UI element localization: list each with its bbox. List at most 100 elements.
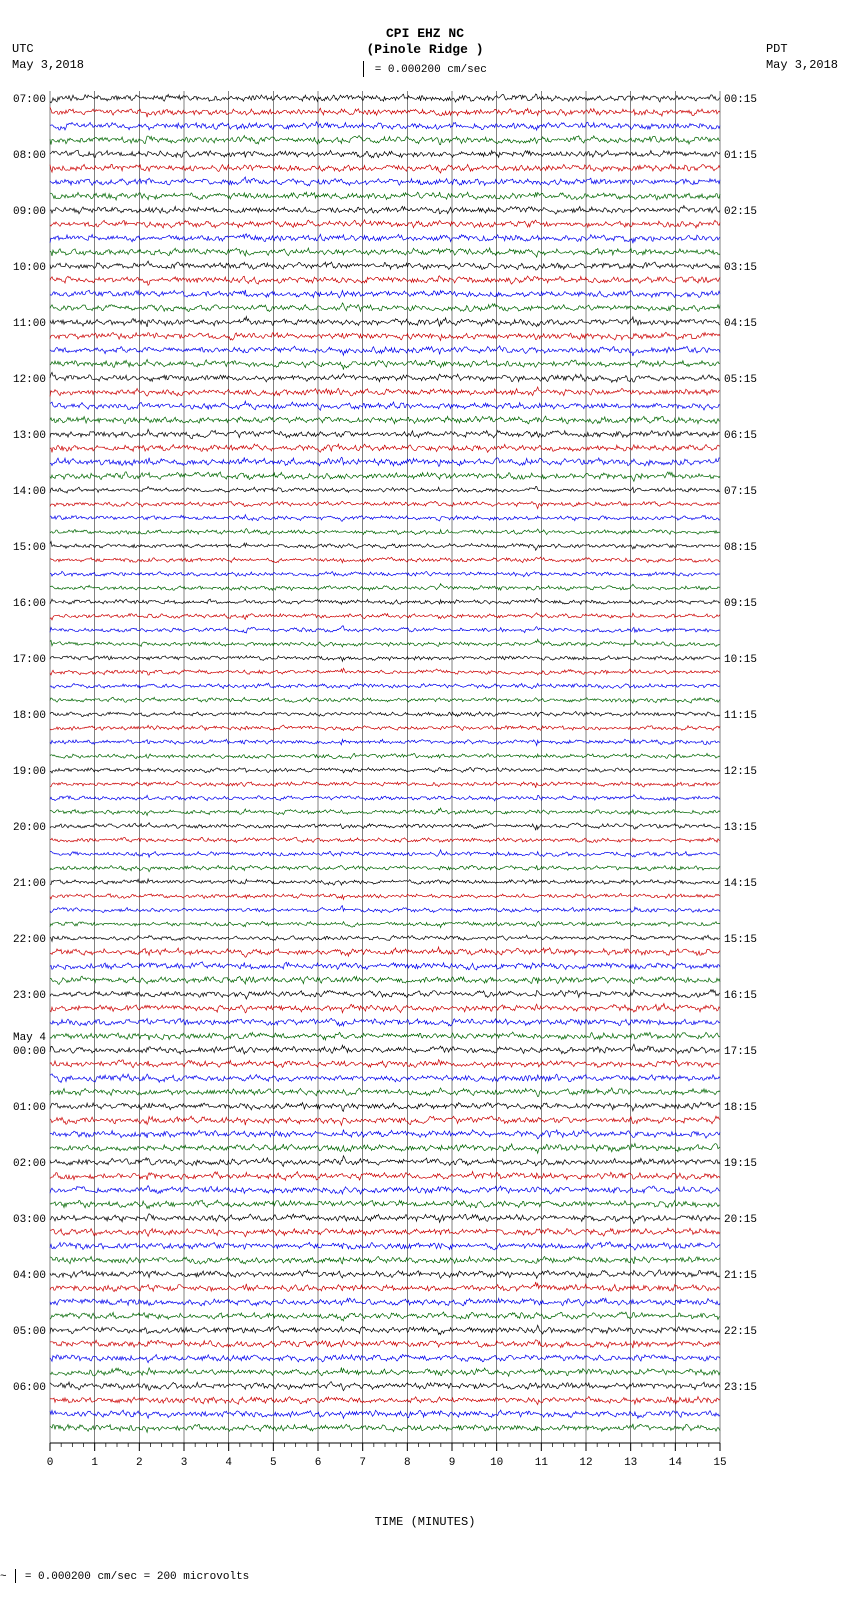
- seismic-trace: [50, 136, 720, 145]
- pdt-hour-label: 08:15: [724, 542, 757, 554]
- tz-left-block: UTC May 3,2018: [12, 42, 84, 73]
- utc-hour-label: 16:00: [13, 598, 46, 610]
- utc-hour-label: 20:00: [13, 822, 46, 834]
- seismic-trace: [50, 515, 720, 521]
- seismic-trace: [50, 1340, 720, 1348]
- xaxis-tick-label: 14: [669, 1457, 683, 1469]
- utc-hour-label: 11:00: [13, 318, 46, 330]
- seismic-trace: [50, 557, 720, 563]
- tz-right-tz: PDT: [766, 42, 838, 58]
- pdt-hour-label: 15:15: [724, 934, 757, 946]
- pdt-hour-label: 17:15: [724, 1046, 757, 1058]
- pdt-hour-label: 02:15: [724, 206, 757, 218]
- seismic-trace: [50, 360, 720, 370]
- xaxis-tick-label: 3: [181, 1457, 188, 1469]
- xaxis-tick-label: 5: [270, 1457, 277, 1469]
- seismic-trace: [50, 823, 720, 831]
- seismic-trace: [50, 332, 720, 340]
- seismic-trace: [50, 220, 720, 228]
- seismic-trace: [50, 795, 720, 801]
- utc-hour-label: 03:00: [13, 1214, 46, 1226]
- seismic-trace: [50, 317, 720, 327]
- seismic-trace: [50, 1214, 720, 1224]
- xaxis-tick-label: 15: [713, 1457, 726, 1469]
- seismic-trace: [50, 1074, 720, 1083]
- seismic-trace: [50, 387, 720, 396]
- xaxis-tick-label: 2: [136, 1457, 143, 1469]
- seismic-trace: [50, 1270, 720, 1279]
- utc-hour-label: 07:00: [13, 94, 46, 106]
- xaxis-tick-label: 4: [225, 1457, 232, 1469]
- footer-glyph: ~: [0, 1571, 7, 1583]
- utc-hour-label: 19:00: [13, 766, 46, 778]
- seismic-trace: [50, 1044, 720, 1054]
- seismic-trace: [50, 472, 720, 482]
- utc-hour-label: 05:00: [13, 1326, 46, 1338]
- seismic-trace: [50, 165, 720, 174]
- station-code: CPI EHZ NC: [0, 26, 850, 42]
- utc-hour-label: 06:00: [13, 1382, 46, 1394]
- seismic-trace: [50, 1424, 720, 1433]
- seismic-trace: [50, 1200, 720, 1208]
- utc-hour-label: 13:00: [13, 430, 46, 442]
- utc-hour-label: 04:00: [13, 1270, 46, 1282]
- tz-right-date: May 3,2018: [766, 58, 838, 74]
- seismic-trace: [50, 626, 720, 633]
- seismic-trace: [50, 947, 720, 957]
- xaxis-tick-label: 12: [579, 1457, 592, 1469]
- pdt-hour-label: 22:15: [724, 1326, 757, 1338]
- seismic-trace: [50, 906, 720, 913]
- xaxis-tick-label: 11: [535, 1457, 549, 1469]
- seismic-trace: [50, 501, 720, 508]
- seismic-trace: [50, 1382, 720, 1391]
- xaxis-tick-label: 8: [404, 1457, 411, 1469]
- seismic-trace: [50, 248, 720, 257]
- seismic-trace: [50, 1368, 720, 1377]
- seismic-trace: [50, 768, 720, 773]
- chart-header: CPI EHZ NC (Pinole Ridge ): [0, 0, 850, 57]
- scale-bar-icon: [363, 61, 364, 77]
- seismic-trace: [50, 683, 720, 689]
- seismic-trace: [50, 1298, 720, 1306]
- xaxis-tick-label: 0: [47, 1457, 54, 1469]
- seismic-trace: [50, 962, 720, 970]
- pdt-hour-label: 00:15: [724, 94, 757, 106]
- seismic-trace: [50, 457, 720, 466]
- seismic-trace: [50, 850, 720, 857]
- xaxis-tick-label: 1: [91, 1457, 98, 1469]
- seismic-trace: [50, 754, 720, 759]
- seismic-trace: [50, 192, 720, 200]
- utc-hour-label: 10:00: [13, 262, 46, 274]
- seismic-trace: [50, 416, 720, 424]
- seismic-trace: [50, 1156, 720, 1167]
- seismic-trace: [50, 107, 720, 117]
- seismic-trace: [50, 599, 720, 605]
- tz-left-tz: UTC: [12, 42, 84, 58]
- seismic-trace: [50, 177, 720, 186]
- pdt-hour-label: 23:15: [724, 1382, 757, 1394]
- xaxis-tick-label: 6: [315, 1457, 322, 1469]
- utc-hour-label: 15:00: [13, 542, 46, 554]
- seismic-trace: [50, 725, 720, 730]
- seismic-trace: [50, 373, 720, 383]
- seismic-trace: [50, 1088, 720, 1097]
- seismic-trace: [50, 206, 720, 215]
- tz-left-date: May 3,2018: [12, 58, 84, 74]
- seismic-trace: [50, 1172, 720, 1181]
- seismic-trace: [50, 401, 720, 410]
- seismic-trace: [50, 1019, 720, 1027]
- tz-right-block: PDT May 3,2018: [766, 42, 838, 73]
- seismic-trace: [50, 1355, 720, 1363]
- plot-container: 07:0008:0009:0010:0011:0012:0013:0014:00…: [0, 85, 850, 1515]
- seismic-trace: [50, 1312, 720, 1321]
- utc-hour-label: 01:00: [13, 1102, 46, 1114]
- utc-hour-label: 02:00: [13, 1158, 46, 1170]
- seismic-trace: [50, 1186, 720, 1194]
- pdt-hour-label: 16:15: [724, 990, 757, 1002]
- seismic-trace: [50, 1004, 720, 1013]
- utc-hour-label: 00:00: [13, 1046, 46, 1058]
- seismic-trace: [50, 837, 720, 842]
- utc-hour-label: 09:00: [13, 206, 46, 218]
- pdt-hour-label: 21:15: [724, 1270, 757, 1282]
- seismic-trace: [50, 613, 720, 620]
